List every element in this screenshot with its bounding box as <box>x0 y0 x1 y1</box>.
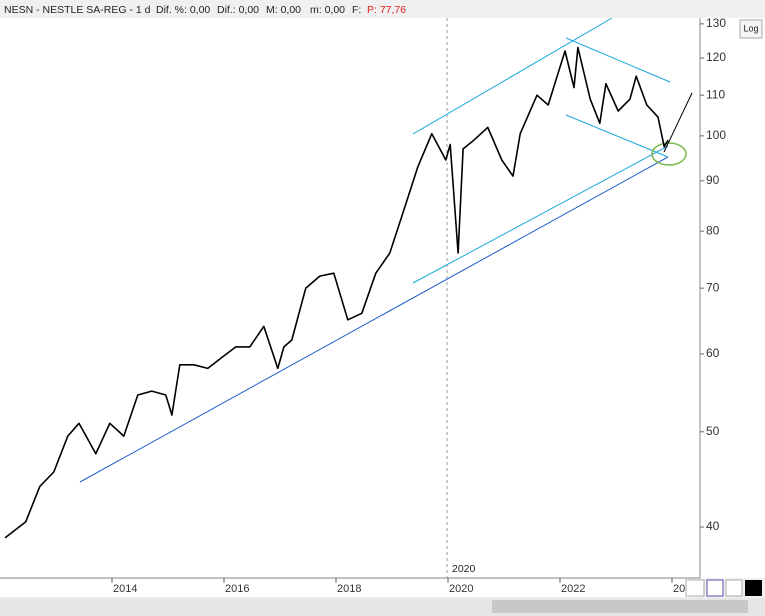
arrow-line <box>663 92 693 153</box>
save-icon[interactable] <box>706 579 724 597</box>
x-tick-label: 2020 <box>449 583 473 595</box>
separator-label: 2020 <box>452 563 476 575</box>
annotations <box>79 18 693 483</box>
price-line <box>4 46 669 539</box>
channel-line <box>565 37 671 83</box>
pin-icon[interactable] <box>725 579 743 597</box>
y-axis-area <box>700 18 765 578</box>
highlight-ellipse <box>651 142 687 166</box>
y-tick-label: 80 <box>706 223 720 237</box>
chart-title: NESN - NESTLE SA-REG - 1 d <box>4 4 151 16</box>
info-text: Dif. %: 0,00 <box>156 4 210 16</box>
scrollbar-thumb[interactable] <box>492 600 748 613</box>
x-tick-label: 2018 <box>337 583 361 595</box>
y-tick-label: 40 <box>706 519 720 533</box>
log-button[interactable] <box>739 19 763 39</box>
log-button-label[interactable]: Log <box>743 23 758 33</box>
y-tick-label: 100 <box>706 128 726 142</box>
info-text: m: 0,00 <box>310 4 345 16</box>
y-tick-label: 110 <box>706 87 725 101</box>
price-label: P: 77,76 <box>367 4 406 16</box>
y-tick-label: 120 <box>706 50 726 64</box>
x-tick-label: 2014 <box>113 583 137 595</box>
info-text: F: <box>352 4 361 16</box>
x-tick-label: 2022 <box>561 583 585 595</box>
y-tick-label: 130 <box>706 16 726 30</box>
x-axis-area <box>0 579 700 597</box>
channel-line <box>412 18 613 135</box>
info-text: M: 0,00 <box>266 4 301 16</box>
channel-line <box>412 145 669 284</box>
y-tick-label: 50 <box>706 424 720 438</box>
x-axis: 2014 2016 2018 2020 2022 2024 <box>111 578 697 595</box>
info-text: Dif.: 0,00 <box>217 4 259 16</box>
y-tick-label: 60 <box>706 346 720 360</box>
color-icon[interactable] <box>745 580 762 596</box>
x-tick-label: 2016 <box>225 583 249 595</box>
y-tick-label: 90 <box>706 173 720 187</box>
y-tick-label: 70 <box>706 280 720 294</box>
channel-line <box>565 114 669 158</box>
zoom-icon[interactable] <box>685 579 705 597</box>
trendline <box>79 156 669 483</box>
plot-area <box>0 18 700 578</box>
